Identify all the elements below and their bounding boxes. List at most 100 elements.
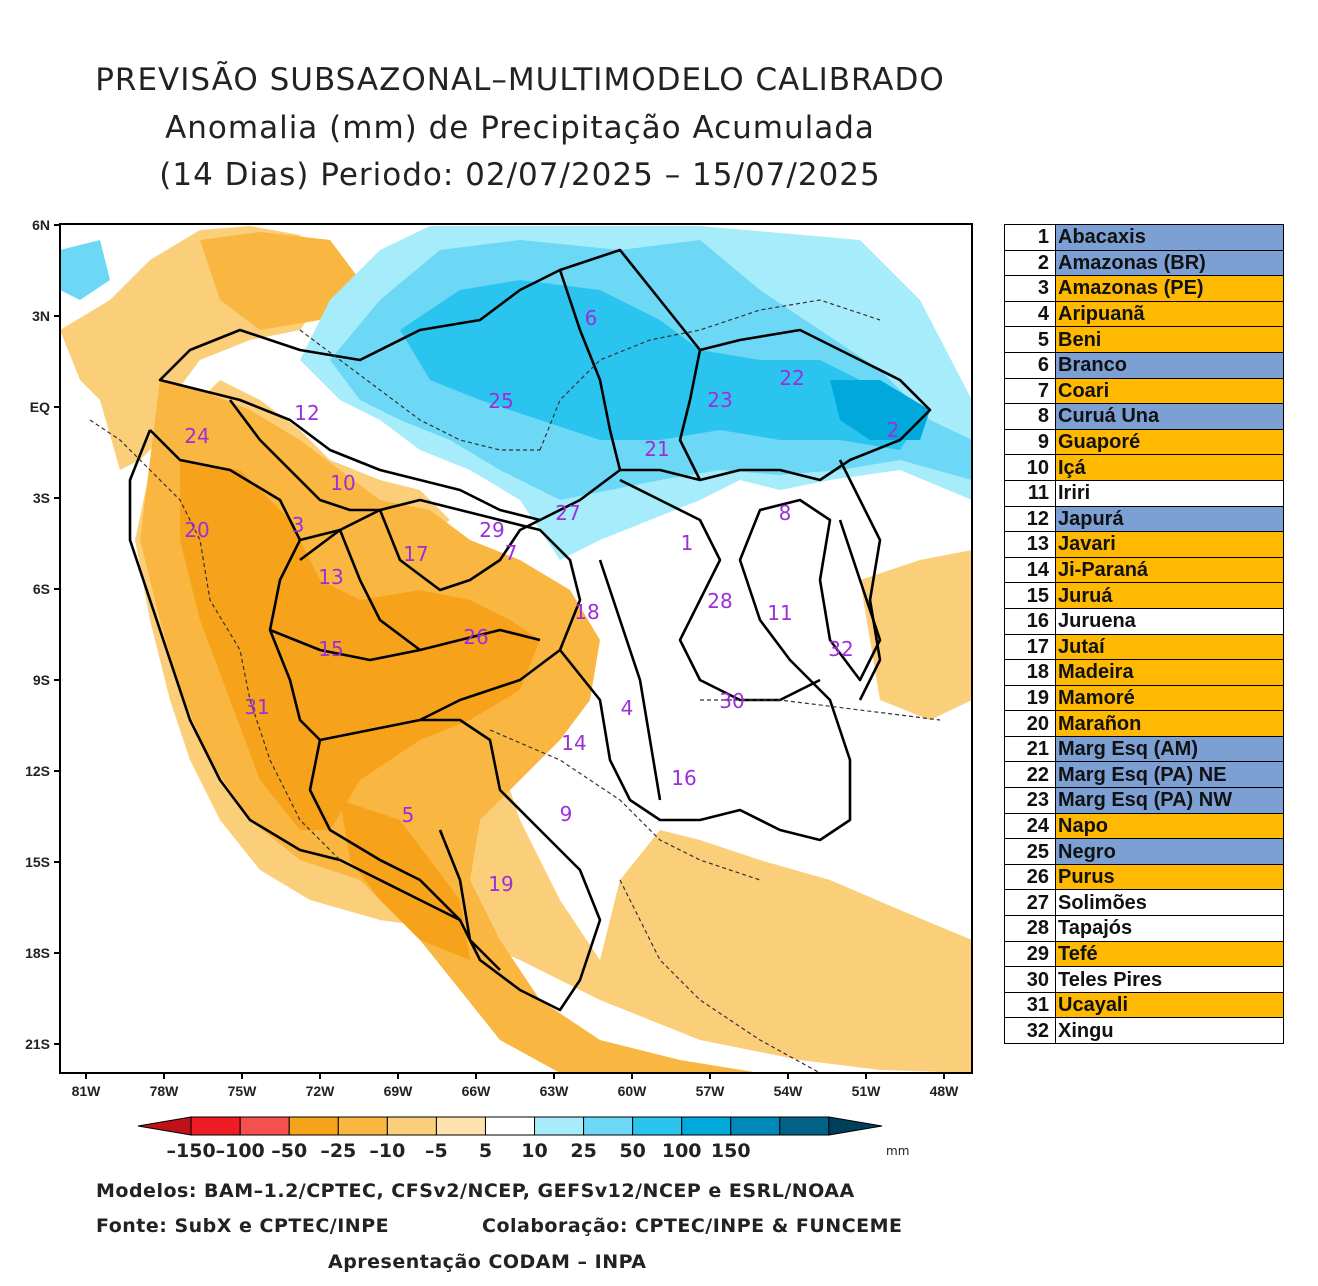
map-title-line-3: (14 Dias) Periodo: 02/07/2025 – 15/07/20… — [159, 157, 881, 193]
basin-number: 4 — [1004, 300, 1056, 328]
basin-name: Marañon — [1055, 710, 1284, 737]
basin-boundaries — [128, 248, 932, 1012]
basin-number: 21 — [1004, 735, 1056, 763]
basin-row: 7 Coari — [1004, 377, 1284, 405]
colorbar-box — [239, 1116, 290, 1136]
basin-label-27: 27 — [555, 501, 580, 525]
basin-label-19: 19 — [488, 872, 513, 896]
basin-label-6: 6 — [585, 306, 598, 330]
basin-label-28: 28 — [707, 589, 732, 613]
colorbar-unit: mm — [886, 1144, 909, 1158]
basin-row: 29 Tefé — [1004, 940, 1284, 968]
lon-label: 75W — [228, 1083, 258, 1099]
basin-label-3: 3 — [292, 513, 305, 537]
basin-row: 27 Solimões — [1004, 889, 1284, 917]
basin-name: Javari — [1055, 531, 1284, 558]
basin-name: Amazonas (BR) — [1055, 249, 1284, 277]
lon-label: 54W — [774, 1083, 804, 1099]
colorbar-box — [681, 1116, 732, 1136]
lon-label: 57W — [696, 1083, 726, 1099]
basin-label-16: 16 — [671, 766, 696, 790]
colorbar-left-arrow — [137, 1116, 192, 1136]
basin-number: 17 — [1004, 633, 1056, 661]
basin-name: Ucayali — [1055, 991, 1284, 1019]
basin-row: 14 Ji-Paraná — [1004, 556, 1284, 584]
basin-label-32: 32 — [828, 637, 853, 661]
basin-number: 28 — [1004, 915, 1056, 942]
basin-name: Napo — [1055, 812, 1284, 840]
lat-label: 9S — [33, 672, 50, 688]
lon-label: 72W — [306, 1083, 336, 1099]
basin-number-labels: 1234567891011121314151617181920212223242… — [184, 306, 899, 896]
basin-name: Curuá Una — [1055, 403, 1284, 430]
basin-number: 18 — [1004, 659, 1056, 686]
colorbar-tick-label: 100 — [662, 1140, 702, 1162]
basin-row: 6 Branco — [1004, 351, 1284, 379]
basin-label-11: 11 — [767, 601, 792, 625]
basin-label-14: 14 — [561, 731, 586, 755]
lon-label: 48W — [930, 1083, 960, 1099]
basin-label-17: 17 — [403, 542, 428, 566]
basin-name: Mamoré — [1055, 684, 1284, 712]
basin-number: 30 — [1004, 966, 1056, 993]
basin-name: Xingu — [1055, 1017, 1284, 1044]
basin-name: Ji-Paraná — [1055, 556, 1284, 584]
lat-label: 3S — [33, 490, 50, 506]
colorbar-box — [386, 1116, 437, 1136]
basin-name: Coari — [1055, 377, 1284, 405]
colorbar-box — [288, 1116, 339, 1136]
basin-number: 32 — [1004, 1017, 1056, 1044]
colorbar-tick-label: –100 — [216, 1140, 265, 1162]
basin-label-21: 21 — [644, 437, 669, 461]
basin-row: 15 Juruá — [1004, 582, 1284, 609]
basin-name: Tapajós — [1055, 915, 1284, 942]
basin-name: Marg Esq (PA) NW — [1055, 787, 1284, 814]
colorbar: –150 –100 –50 –25 –10 –5 5 10 25 50 100 150 mm — [137, 1116, 909, 1162]
basin-row: 16 Juruena — [1004, 607, 1284, 635]
basin-name: Jutaí — [1055, 633, 1284, 661]
colorbar-tick-label: 150 — [711, 1140, 751, 1162]
basin-label-23: 23 — [707, 388, 732, 412]
colorbar-tick-label: –50 — [271, 1140, 307, 1162]
basin-name: Abacaxis — [1055, 224, 1284, 251]
colorbar-tick-label: –150 — [167, 1140, 216, 1162]
basin-number: 7 — [1004, 377, 1056, 405]
colorbar-box — [534, 1116, 585, 1136]
colorbar-box — [583, 1116, 634, 1136]
basin-row: 20 Marañon — [1004, 710, 1284, 737]
lon-label: 60W — [618, 1083, 648, 1099]
basin-number: 31 — [1004, 991, 1056, 1019]
colorbar-tick-label: 25 — [570, 1140, 596, 1162]
basin-name: Amazonas (PE) — [1055, 275, 1284, 302]
basin-name: Beni — [1055, 326, 1284, 353]
basin-label-13: 13 — [318, 565, 343, 589]
basin-row: 23 Marg Esq (PA) NW — [1004, 787, 1284, 814]
colorbar-box — [730, 1116, 781, 1136]
footer-source: Fonte: SubX e CPTEC/INPE — [96, 1215, 390, 1237]
basin-row: 24 Napo — [1004, 812, 1284, 840]
basin-number: 20 — [1004, 710, 1056, 737]
basin-number: 19 — [1004, 684, 1056, 712]
basin-label-15: 15 — [318, 637, 343, 661]
footer-collaboration: Colaboração: CPTEC/INPE & FUNCEME — [482, 1215, 903, 1237]
basin-label-26: 26 — [463, 625, 488, 649]
colorbar-tick-label: 10 — [521, 1140, 547, 1162]
colorbar-tick-label: –5 — [425, 1140, 448, 1162]
basin-row: 4 Aripuanã — [1004, 300, 1284, 328]
basin-label-9: 9 — [560, 802, 573, 826]
lon-label: 69W — [384, 1083, 414, 1099]
basin-number: 29 — [1004, 940, 1056, 968]
colorbar-right-arrow — [828, 1116, 883, 1136]
basin-label-20: 20 — [184, 518, 209, 542]
basin-number: 27 — [1004, 889, 1056, 917]
lon-label: 51W — [852, 1083, 882, 1099]
basin-label-1: 1 — [681, 531, 694, 555]
basin-number: 15 — [1004, 582, 1056, 609]
basin-row: 25 Negro — [1004, 838, 1284, 865]
basin-name: Içá — [1055, 454, 1284, 481]
basin-label-5: 5 — [402, 803, 415, 827]
colorbar-tick-label: –10 — [369, 1140, 405, 1162]
basin-name: Negro — [1055, 838, 1284, 865]
lon-label: 78W — [150, 1083, 180, 1099]
basin-label-30: 30 — [719, 689, 744, 713]
